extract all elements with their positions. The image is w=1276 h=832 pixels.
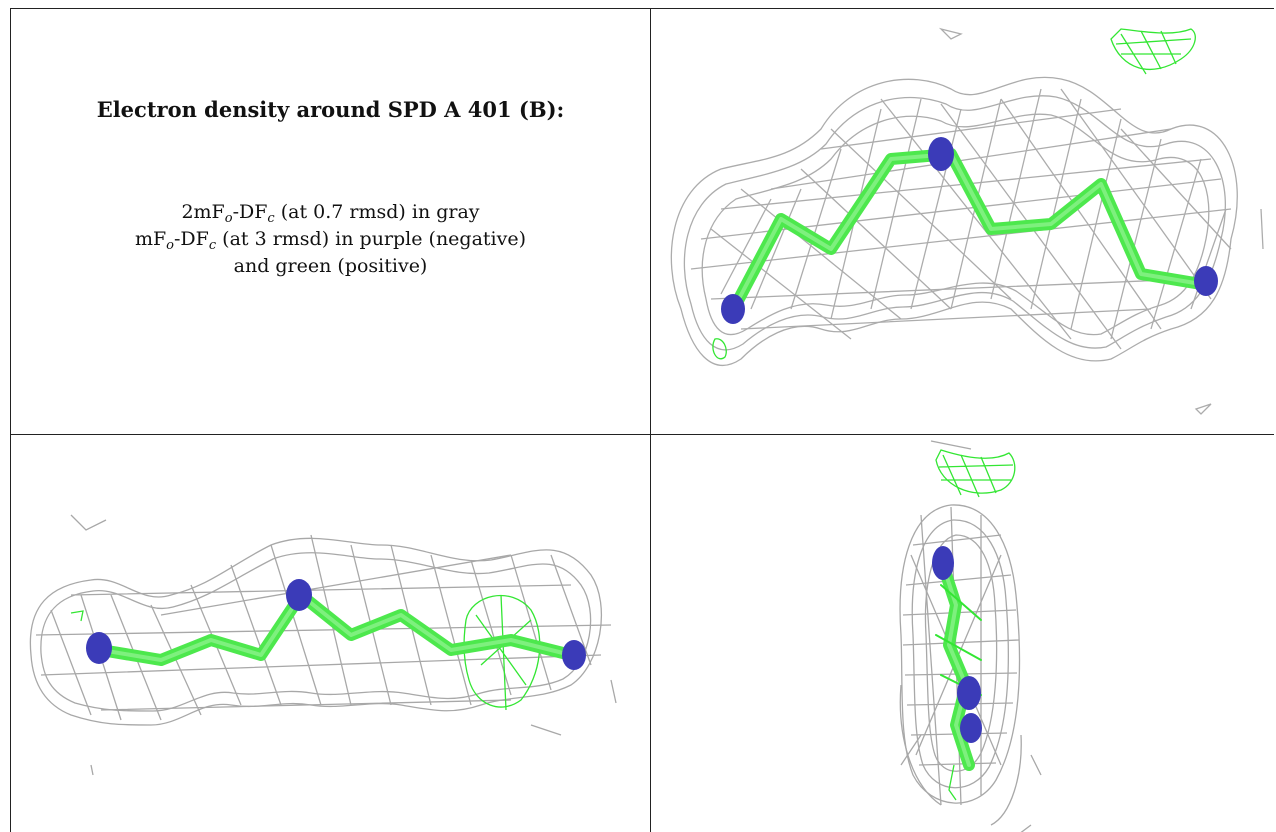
caption-cell: Electron density around SPD A 401 (B): 2… (11, 9, 650, 434)
table-border-top (10, 8, 1274, 9)
density-mesh-gray (670, 27, 1264, 415)
caption-legend: 2mFo-DFc (at 0.7 rmsd) in gray mFo-DFc (… (11, 199, 650, 280)
nitrogen-atoms (932, 546, 982, 743)
caption-title: Electron density around SPD A 401 (B): (96, 97, 565, 122)
view-bottom-right (651, 435, 1274, 832)
table-divider-horizontal (10, 434, 1274, 435)
nitrogen-atoms (721, 137, 1218, 324)
table-border-left (10, 8, 11, 832)
legend-line-gray: 2mFo-DFc (at 0.7 rmsd) in gray (181, 201, 480, 226)
figure-table: Electron density around SPD A 401 (B): 2… (10, 8, 1274, 832)
table-divider-vertical (650, 8, 651, 832)
legend-line-difference: mFo-DFc (at 3 rmsd) in purple (negative) (134, 228, 527, 253)
legend-line-colors: and green (positive) (233, 255, 428, 277)
density-green-positive (935, 449, 1016, 801)
spermidine-model (95, 589, 577, 666)
density-green-positive (712, 28, 1196, 360)
view-bottom-left (11, 435, 650, 832)
nitrogen-atoms (86, 579, 586, 670)
view-top-right (651, 9, 1274, 434)
spermidine-model (725, 148, 1207, 320)
density-mesh-gray (899, 440, 1042, 832)
